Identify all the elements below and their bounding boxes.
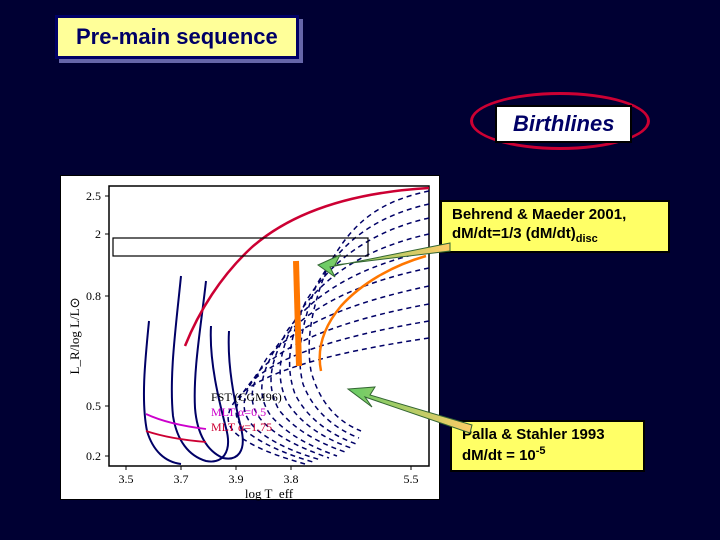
ref1-line2: dM/dt=1/3 (dM/dt)disc xyxy=(452,225,598,242)
svg-text:0.2: 0.2 xyxy=(86,449,101,463)
svg-text:L_R/log L/L⊙: L_R/log L/L⊙ xyxy=(67,298,82,375)
svg-text:3.5: 3.5 xyxy=(119,472,134,486)
birthlines-label: Birthlines xyxy=(495,105,632,143)
legend-fst: FST (CGM96) xyxy=(211,390,282,404)
svg-text:3.8: 3.8 xyxy=(284,472,299,486)
legend-mlt2: MLT α=1.75 xyxy=(211,420,272,434)
svg-text:2: 2 xyxy=(95,227,101,241)
svg-text:0.5: 0.5 xyxy=(86,399,101,413)
page-title: Pre-main sequence xyxy=(55,15,299,59)
legend-mlt1: MLT α=0.5 xyxy=(211,405,266,419)
reference-behrend-maeder: Behrend & Maeder 2001, dM/dt=1/3 (dM/dt)… xyxy=(440,200,670,253)
svg-text:log T_eff: log T_eff xyxy=(245,486,294,501)
arrow-to-birthline2 xyxy=(330,385,480,455)
svg-text:0.8: 0.8 xyxy=(86,289,101,303)
ref1-line1: Behrend & Maeder 2001, xyxy=(452,206,626,223)
arrow-to-birthline1 xyxy=(300,225,460,285)
svg-text:2.5: 2.5 xyxy=(86,189,101,203)
svg-text:5.5: 5.5 xyxy=(404,472,419,486)
svg-text:3.7: 3.7 xyxy=(174,472,189,486)
svg-text:3.9: 3.9 xyxy=(229,472,244,486)
ref2-line1: Palla & Stahler 1993 xyxy=(462,426,605,443)
